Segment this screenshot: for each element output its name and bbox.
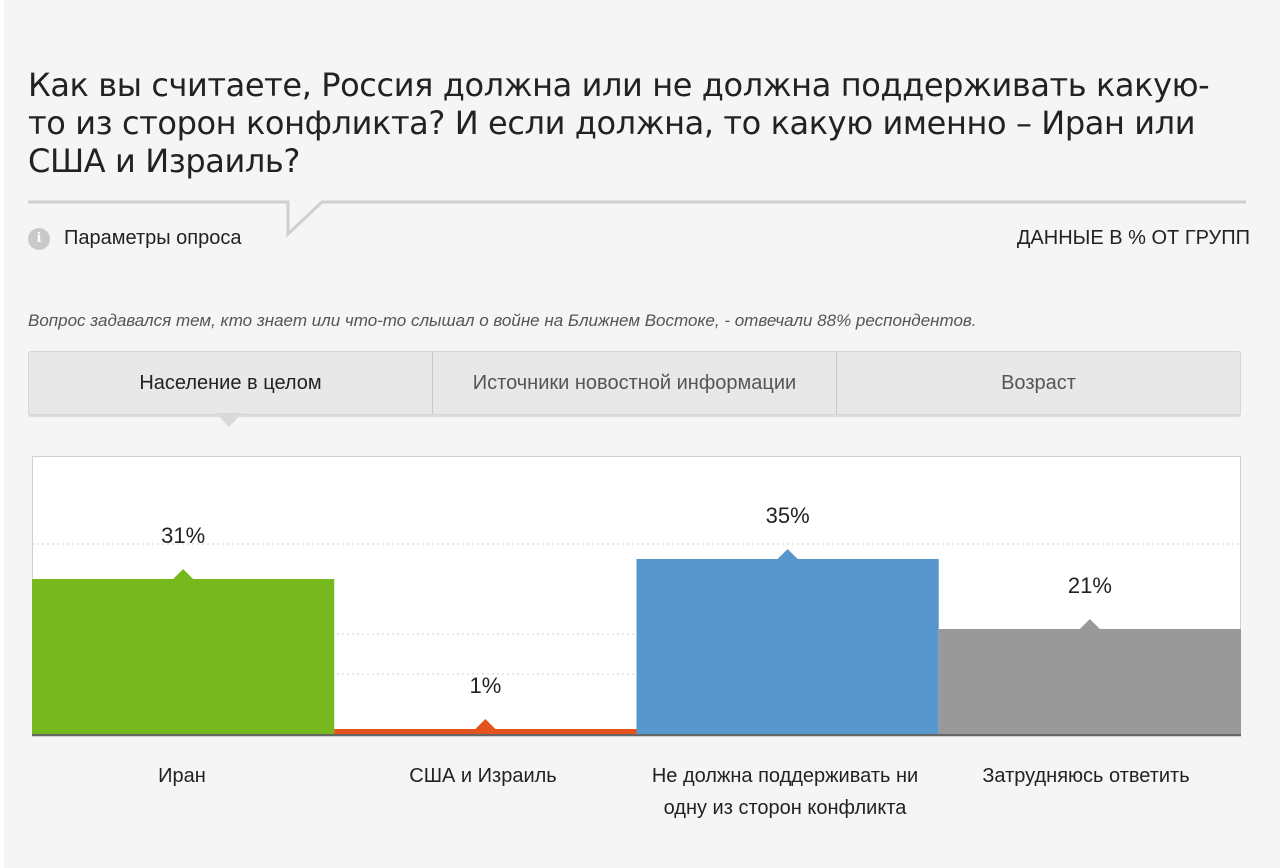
data-label: 1% (469, 673, 501, 698)
bar-marker (776, 549, 799, 560)
info-icon[interactable]: i (28, 228, 50, 250)
bar (334, 729, 637, 734)
bar (636, 559, 939, 734)
question-note: Вопрос задавался тем, кто знает или что-… (28, 311, 977, 330)
data-label: 21% (1068, 573, 1112, 598)
category-label-hard-to-say: Затрудняюсь ответить (982, 765, 1190, 787)
active-tab-caret (216, 413, 242, 427)
bar (32, 579, 335, 734)
category-label-iran: Иран (158, 765, 206, 787)
survey-params-link[interactable]: Параметры опроса (64, 227, 242, 249)
page-title: Как вы считаете, Россия должна или не до… (28, 66, 1210, 180)
tab-population[interactable]: Население в целом (29, 352, 433, 414)
bar-marker (1078, 619, 1101, 630)
data-units-note: ДАННЫЕ В % ОТ ГРУПП (1016, 227, 1250, 249)
tab-age[interactable]: Возраст (1001, 371, 1076, 394)
title-divider (28, 200, 1246, 238)
bar-marker (474, 719, 497, 730)
group-tabs: Население в целом Источники новостной ин… (28, 351, 1241, 415)
data-label: 35% (766, 503, 810, 528)
bar (938, 629, 1241, 734)
data-label: 31% (161, 523, 205, 548)
category-label-no-support: Не должна поддерживать ни одну из сторон… (651, 765, 919, 819)
category-label-usa-israel: США и Израиль (409, 765, 557, 787)
bar-marker (172, 569, 195, 580)
tab-news-sources[interactable]: Источники новостной информации (433, 352, 837, 414)
